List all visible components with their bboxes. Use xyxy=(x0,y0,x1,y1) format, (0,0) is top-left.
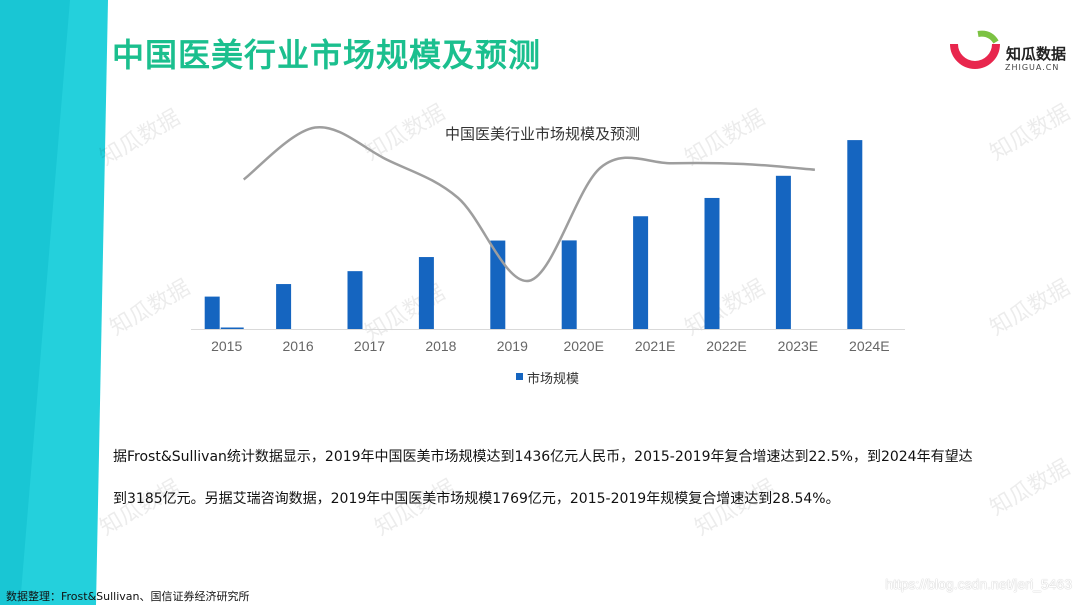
secondary-bar-2015 xyxy=(220,327,244,329)
slide-title: 中国医美行业市场规模及预测 xyxy=(112,36,542,74)
x-tick-label: 2020E xyxy=(563,338,603,354)
logo-text: 知瓜数据 xyxy=(1006,45,1067,63)
bar-2017 xyxy=(347,271,363,329)
legend-swatch xyxy=(516,373,523,380)
zhigua-logo: 知瓜数据 ZHIGUA.CN xyxy=(950,30,1070,76)
bar-2022E xyxy=(704,197,720,329)
bar-2020E xyxy=(561,240,577,329)
bar-2023E xyxy=(775,175,791,329)
logo-domain: ZHIGUA.CN xyxy=(1005,63,1060,72)
x-tick-label: 2021E xyxy=(635,338,675,354)
legend-label: 市场规模 xyxy=(527,372,580,387)
description-line-2: 到3185亿元。另据艾瑞咨询数据，2019年中国医美市场规模1769亿元，201… xyxy=(113,491,840,507)
x-tick-label: 2024E xyxy=(849,338,889,354)
bar-2015 xyxy=(204,296,220,329)
zhigua-logo-icon xyxy=(950,30,1000,69)
data-source: 数据整理：Frost&Sullivan、国信证券经济研究所 xyxy=(6,590,250,603)
bar-2024E xyxy=(847,140,863,329)
x-tick-label: 2022E xyxy=(706,338,746,354)
x-tick-label: 2023E xyxy=(778,338,818,354)
description-line-1: 据Frost&Sullivan统计数据显示，2019年中国医美市场规模达到143… xyxy=(113,449,973,465)
growth-curve xyxy=(242,126,816,283)
x-tick-label: 2016 xyxy=(283,338,314,354)
left-decorative-band xyxy=(0,0,108,605)
blog-url-watermark: https://blog.csdn.net/jeri_5463 xyxy=(885,576,1072,592)
x-tick-label: 2018 xyxy=(425,338,456,354)
x-tick-label: 2015 xyxy=(211,338,242,354)
bar-2016 xyxy=(276,284,292,329)
bar-2021E xyxy=(633,216,649,329)
chart-title: 中国医美行业市场规模及预测 xyxy=(445,125,641,143)
bar-2018 xyxy=(418,257,434,329)
x-tick-label: 2019 xyxy=(497,338,528,354)
x-tick-label: 2017 xyxy=(354,338,385,354)
